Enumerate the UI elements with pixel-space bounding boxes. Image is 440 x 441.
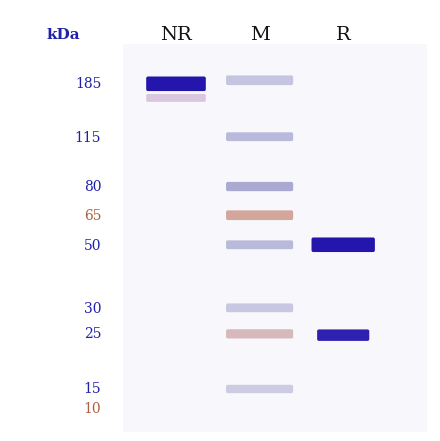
Text: kDa: kDa xyxy=(47,28,81,42)
FancyBboxPatch shape xyxy=(226,75,293,85)
FancyBboxPatch shape xyxy=(226,303,293,312)
Text: 185: 185 xyxy=(75,77,101,91)
FancyBboxPatch shape xyxy=(312,237,375,252)
FancyBboxPatch shape xyxy=(226,385,293,393)
Text: M: M xyxy=(249,26,270,44)
Text: 25: 25 xyxy=(84,327,101,341)
Text: 65: 65 xyxy=(84,209,101,223)
Bar xyxy=(123,44,427,432)
FancyBboxPatch shape xyxy=(146,94,206,102)
FancyBboxPatch shape xyxy=(226,210,293,220)
Text: 30: 30 xyxy=(84,302,101,316)
Text: 115: 115 xyxy=(75,131,101,145)
Text: NR: NR xyxy=(160,26,192,44)
FancyBboxPatch shape xyxy=(146,76,206,91)
Text: 10: 10 xyxy=(84,402,101,416)
FancyBboxPatch shape xyxy=(226,132,293,141)
Text: 15: 15 xyxy=(84,382,101,396)
Text: 80: 80 xyxy=(84,180,101,194)
FancyBboxPatch shape xyxy=(226,240,293,249)
Text: 50: 50 xyxy=(84,239,101,253)
Text: R: R xyxy=(336,26,351,44)
FancyBboxPatch shape xyxy=(226,182,293,191)
FancyBboxPatch shape xyxy=(317,329,369,341)
FancyBboxPatch shape xyxy=(226,329,293,339)
